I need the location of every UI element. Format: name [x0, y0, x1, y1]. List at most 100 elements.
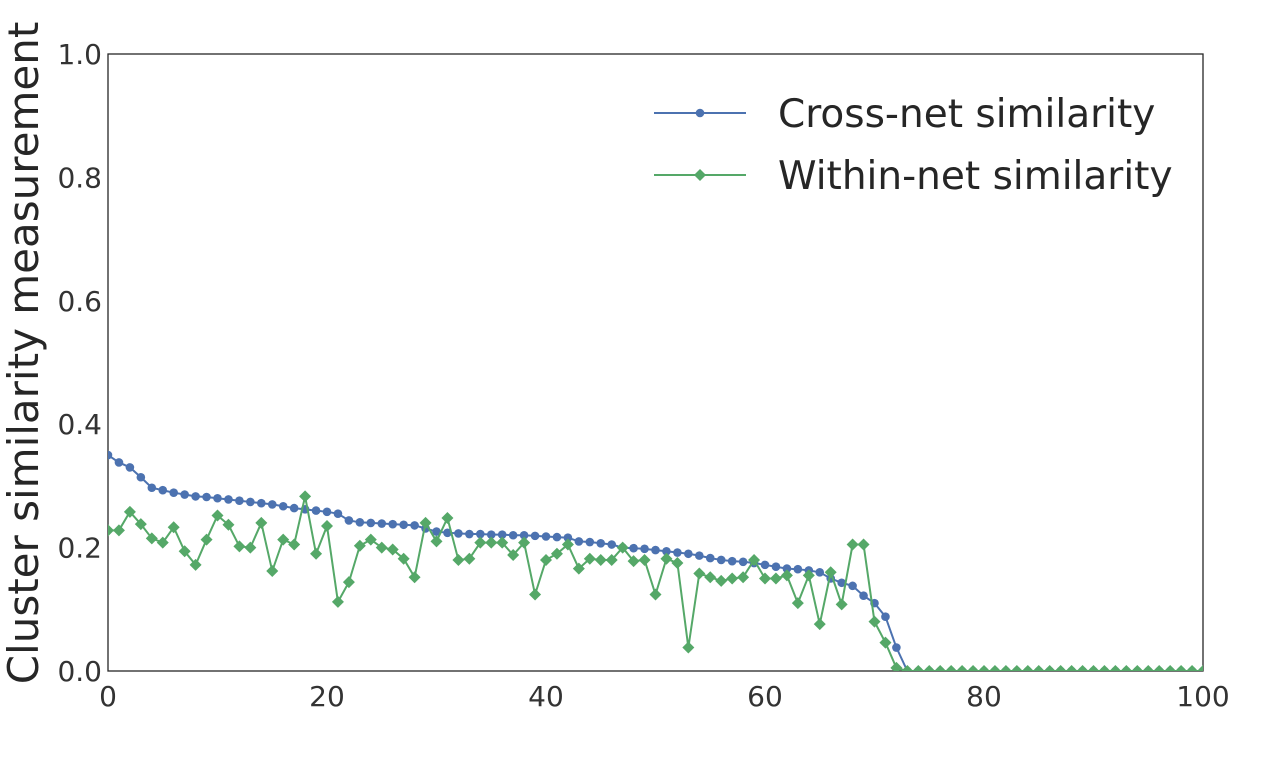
- data-point: [737, 571, 750, 584]
- data-point: [485, 536, 498, 549]
- data-point: [202, 492, 211, 502]
- data-point: [441, 511, 454, 524]
- data-point: [934, 665, 947, 671]
- data-point: [859, 591, 868, 601]
- data-point: [574, 537, 584, 546]
- data-point: [377, 519, 387, 528]
- x-tick-label-3: 60: [747, 680, 783, 713]
- data-point: [802, 569, 815, 582]
- data-point: [355, 518, 365, 527]
- data-point: [1065, 665, 1078, 671]
- data-point: [673, 548, 682, 557]
- data-point: [375, 541, 388, 554]
- data-point: [1098, 665, 1111, 671]
- data-point: [540, 553, 552, 566]
- data-point: [419, 516, 432, 529]
- data-point: [200, 533, 213, 546]
- data-point: [583, 552, 596, 565]
- data-point: [684, 549, 693, 559]
- data-point: [791, 597, 804, 610]
- data-point: [682, 641, 695, 654]
- data-point: [399, 520, 408, 530]
- legend-label-within-net-similarity: Within-net similarity: [778, 154, 1173, 199]
- data-point: [748, 553, 761, 566]
- data-point: [638, 553, 651, 566]
- y-tick-label-5: 1.0: [57, 38, 102, 71]
- data-point: [246, 497, 255, 507]
- data-point: [257, 498, 266, 508]
- data-point: [837, 578, 846, 588]
- data-point: [235, 496, 244, 506]
- data-point: [726, 572, 739, 585]
- data-point: [552, 532, 562, 542]
- data-point: [255, 516, 268, 529]
- data-point: [169, 488, 178, 497]
- data-point: [693, 567, 706, 580]
- data-point: [824, 566, 837, 579]
- data-point: [594, 553, 607, 566]
- data-point: [1131, 665, 1144, 671]
- data-point: [1186, 665, 1199, 671]
- series-line-cross-net-similarity: [108, 454, 1203, 671]
- data-point: [443, 528, 452, 538]
- data-point: [310, 547, 323, 560]
- data-point: [108, 450, 113, 460]
- data-point: [397, 552, 410, 565]
- data-point: [108, 524, 114, 537]
- data-point: [508, 530, 518, 540]
- data-point: [266, 565, 279, 578]
- data-point: [486, 530, 496, 539]
- data-point: [815, 567, 825, 577]
- data-point: [167, 521, 180, 534]
- data-point: [1120, 665, 1133, 671]
- x-tick-label-5: 100: [1176, 680, 1229, 713]
- data-point: [550, 547, 563, 560]
- data-point: [530, 531, 540, 541]
- data-point: [627, 555, 640, 568]
- x-tick-label-1: 20: [309, 680, 345, 713]
- data-point: [1109, 665, 1122, 671]
- data-point: [244, 541, 257, 554]
- data-point: [945, 665, 958, 671]
- data-point: [846, 538, 859, 551]
- data-point: [912, 665, 925, 671]
- data-point: [890, 661, 903, 671]
- series-line-within-net-similarity: [108, 496, 1203, 671]
- data-point: [136, 472, 146, 482]
- legend-marker-within-net-similarity: [694, 169, 706, 181]
- data-point: [901, 665, 914, 671]
- x-tick-label-4: 80: [966, 680, 1002, 713]
- y-tick-label-1: 0.2: [57, 532, 102, 565]
- data-point: [408, 571, 421, 584]
- data-point: [233, 540, 246, 553]
- data-point: [1197, 665, 1203, 671]
- y-tick-label-0: 0.0: [57, 655, 102, 688]
- data-point: [145, 532, 158, 545]
- data-point: [112, 524, 125, 537]
- data-point: [211, 509, 224, 522]
- data-point: [759, 572, 771, 585]
- data-point: [727, 556, 737, 566]
- data-point: [585, 537, 595, 547]
- data-point: [454, 529, 463, 538]
- data-point: [497, 530, 507, 539]
- data-point: [857, 538, 870, 551]
- data-point: [651, 545, 660, 555]
- series-within-net-similarity: [108, 490, 1203, 671]
- data-point: [738, 557, 748, 567]
- data-point: [704, 571, 717, 584]
- data-point: [114, 458, 124, 467]
- data-point: [616, 541, 629, 554]
- x-tick-label-2: 40: [528, 680, 564, 713]
- data-point: [474, 536, 487, 549]
- data-point: [660, 552, 673, 565]
- data-point: [1175, 665, 1188, 671]
- series-cross-net-similarity: [108, 450, 1203, 671]
- data-point: [715, 574, 728, 587]
- data-point: [267, 500, 277, 509]
- data-point: [476, 529, 485, 539]
- data-point: [695, 551, 704, 560]
- data-point: [999, 665, 1012, 671]
- data-point: [322, 507, 332, 517]
